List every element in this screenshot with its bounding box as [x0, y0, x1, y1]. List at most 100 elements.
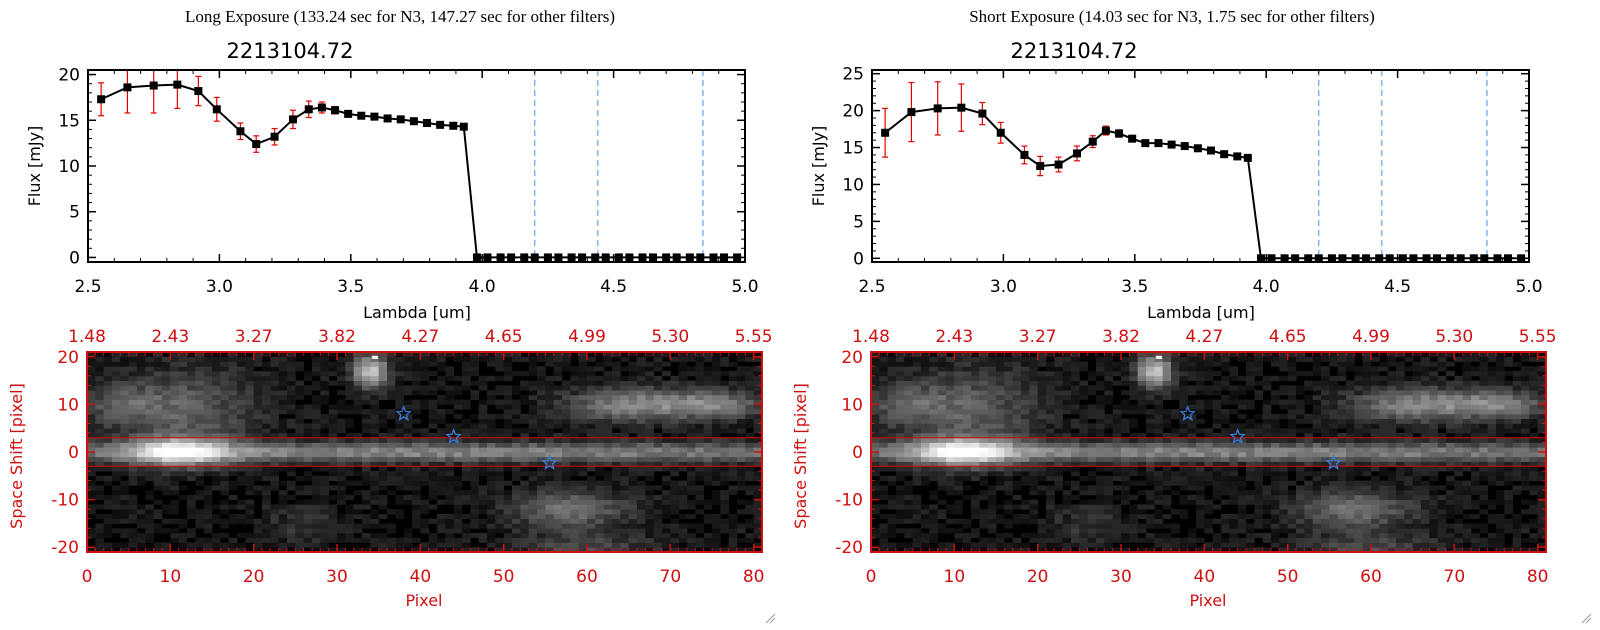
image-pixel	[1054, 442, 1064, 448]
image-pixel	[95, 371, 105, 377]
image-pixel	[395, 352, 405, 358]
image-pixel	[145, 456, 155, 462]
image-pixel	[1087, 409, 1097, 415]
image-pixel	[1104, 452, 1114, 458]
image-pixel	[228, 504, 238, 510]
image-pixel	[545, 404, 555, 410]
image-pixel	[103, 366, 113, 372]
image-pixel	[879, 494, 889, 501]
image-pixel	[1046, 366, 1055, 372]
image-pixel	[712, 499, 721, 505]
image-pixel	[512, 399, 521, 405]
image-pixel	[153, 466, 163, 472]
image-pixel	[954, 375, 964, 381]
image-pixel	[620, 456, 630, 462]
data-point	[212, 105, 221, 114]
image-pixel	[345, 528, 355, 534]
image-pixel	[904, 404, 914, 410]
image-pixel	[1104, 499, 1114, 505]
image-pixel	[737, 432, 746, 439]
image-pixel	[1137, 528, 1147, 534]
image-pixel	[1112, 523, 1122, 529]
image-pixel	[403, 485, 413, 491]
image-pixel	[112, 413, 121, 420]
image-pixel	[987, 399, 997, 405]
image-pixel	[503, 456, 513, 462]
image-pixel	[1171, 528, 1180, 534]
image-pixel	[912, 513, 922, 520]
image-pixel	[712, 456, 721, 462]
image-pixel	[695, 423, 705, 429]
image-pixel	[1096, 447, 1105, 453]
image-pixel	[503, 366, 513, 372]
image-pixel	[145, 452, 155, 458]
image-pixel	[495, 504, 505, 510]
image-pixel	[1146, 494, 1155, 501]
image-pixel	[428, 432, 438, 439]
image-pixel	[162, 466, 171, 472]
image-pixel	[1054, 452, 1064, 458]
image-pixel	[437, 466, 446, 472]
image-pixel	[553, 413, 563, 420]
image-pixel	[370, 385, 380, 391]
image-pixel	[603, 504, 613, 510]
image-pixel	[662, 371, 671, 377]
image-pixel	[1112, 447, 1122, 453]
image-pixel	[971, 390, 980, 396]
image-pixel	[595, 537, 605, 543]
data-point	[1338, 254, 1347, 262]
image-pixel	[545, 480, 555, 486]
image-pixel	[512, 437, 521, 443]
image-pixel	[245, 442, 255, 448]
image-pixel	[303, 390, 313, 396]
image-pixel	[929, 523, 939, 529]
image-pixel	[87, 375, 96, 381]
image-pixel	[687, 409, 696, 415]
image-pixel	[996, 399, 1005, 405]
image-pixel	[1129, 418, 1139, 424]
image-pixel	[871, 447, 880, 453]
image-pixel	[478, 418, 488, 424]
image-pixel	[695, 380, 705, 386]
image-pixel	[904, 442, 914, 448]
image-pixel	[996, 418, 1005, 424]
image-pixel	[170, 409, 180, 415]
image-pixel	[478, 428, 488, 434]
x-tick-label: 2.5	[858, 277, 885, 297]
image-pixel	[937, 428, 947, 434]
image-pixel	[871, 485, 880, 491]
image-pixel	[1054, 475, 1064, 481]
image-pixel	[453, 356, 463, 362]
image-pixel	[387, 390, 396, 396]
image-pixel	[128, 375, 138, 381]
image-pixel	[1021, 380, 1030, 386]
image-pixel	[612, 475, 621, 481]
image-pixel	[278, 361, 288, 367]
image-pixel	[95, 523, 105, 529]
image-pixel	[921, 471, 930, 477]
image-pixel	[112, 447, 121, 453]
image-pixel	[645, 409, 655, 415]
image-pixel	[1012, 480, 1022, 486]
image-pixel	[753, 494, 763, 501]
image-pixel	[954, 475, 964, 481]
image-pixel	[662, 547, 671, 553]
image-pixel	[929, 394, 939, 401]
image-pixel	[378, 380, 388, 386]
image-pixel	[320, 509, 330, 515]
image-pixel	[1146, 456, 1155, 462]
image-pixel	[645, 399, 655, 405]
image-pixel	[95, 513, 105, 520]
image-pixel	[495, 509, 505, 515]
image-pixel	[720, 385, 730, 391]
image-pixel	[929, 385, 939, 391]
image-pixel	[270, 509, 280, 515]
image-pixel	[1121, 404, 1130, 410]
data-point	[459, 122, 468, 131]
image-pixel	[453, 428, 463, 434]
image-pixel	[262, 537, 271, 543]
image-pixel	[412, 504, 421, 510]
image-pixel	[187, 513, 196, 520]
image-pixel	[587, 390, 596, 396]
image-pixel	[620, 528, 630, 534]
